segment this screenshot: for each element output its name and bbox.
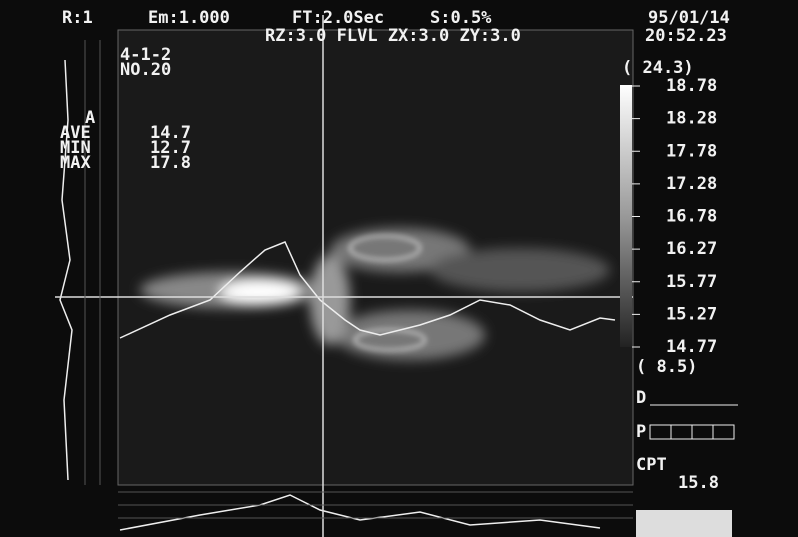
sensitivity: S:0.5%	[430, 8, 492, 28]
frame-time: FT:2.0Sec	[292, 8, 384, 28]
scale-top: ( 24.3)	[622, 58, 694, 78]
scale-bottom: ( 8.5)	[636, 357, 697, 377]
stat-value: 17.8	[150, 153, 191, 173]
zoom: RZ:3.0 FLVL ZX:3.0 ZY:3.0	[265, 26, 521, 46]
scale-label: 18.28	[666, 109, 717, 129]
time: 20:52.23	[645, 26, 727, 46]
thermal-screen: R:1 Em:1.000 FT:2.0Sec S:0.5% 95/01/14 R…	[0, 0, 798, 537]
color-bar	[620, 85, 632, 347]
file-number: NO.20	[120, 60, 171, 80]
scale-label: 15.27	[666, 304, 717, 324]
scale-label: 15.77	[666, 272, 717, 292]
scale-label: 17.28	[666, 174, 717, 194]
date: 95/01/14	[648, 8, 730, 28]
logo	[636, 510, 732, 537]
p-label: P	[636, 422, 646, 442]
cpt-value: 15.8	[678, 473, 719, 493]
scale-label: 14.77	[666, 337, 717, 357]
d-label: D	[636, 388, 646, 408]
scale-label: 16.27	[666, 239, 717, 259]
range: R:1	[62, 8, 93, 28]
stat-label: MAX	[60, 153, 91, 173]
cpt-label: CPT	[636, 455, 667, 475]
scale-label: 18.78	[666, 76, 717, 96]
emissivity: Em:1.000	[148, 8, 230, 28]
scale-label: 17.78	[666, 141, 717, 161]
scale-label: 16.78	[666, 207, 717, 227]
